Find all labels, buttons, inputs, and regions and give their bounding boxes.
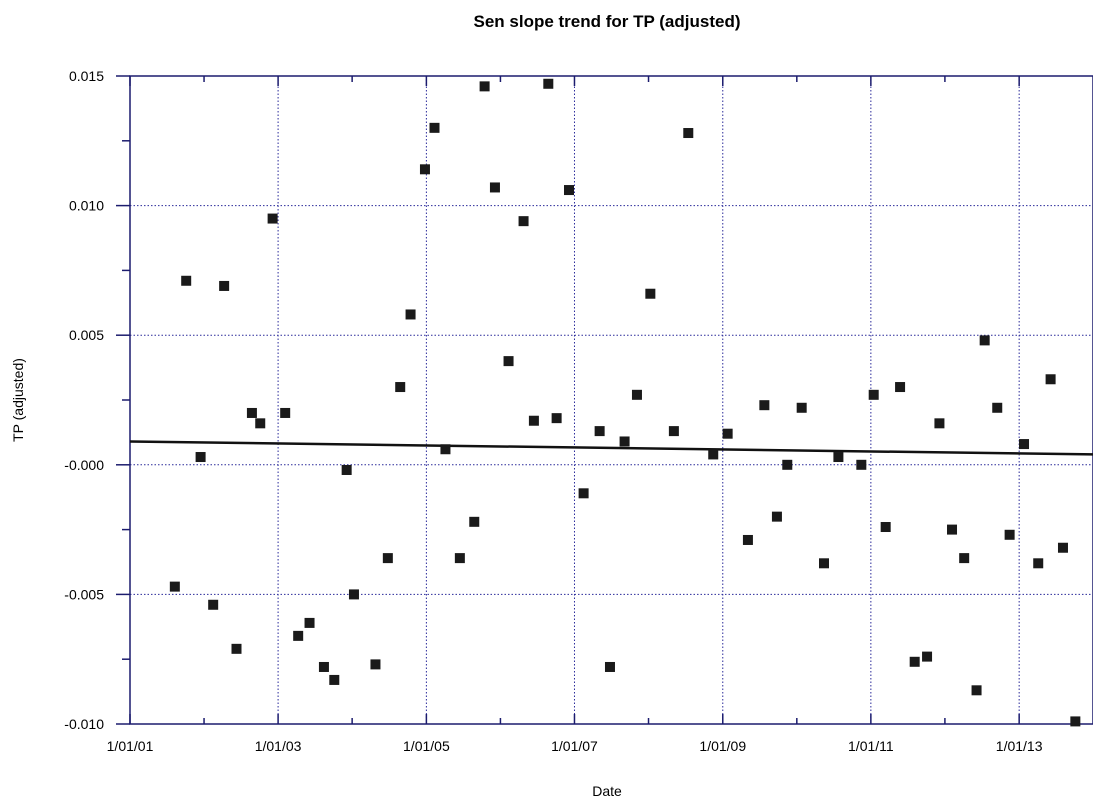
x-tick-label: 1/01/03 bbox=[255, 738, 302, 754]
data-point bbox=[246, 407, 257, 418]
data-point bbox=[469, 516, 480, 527]
data-point bbox=[782, 459, 793, 470]
data-point bbox=[395, 382, 406, 393]
data-point bbox=[1070, 716, 1081, 727]
data-point bbox=[405, 309, 416, 320]
data-point bbox=[722, 428, 733, 439]
x-tick-label: 1/01/13 bbox=[996, 738, 1043, 754]
data-point bbox=[645, 288, 656, 299]
data-point bbox=[604, 661, 615, 672]
data-point bbox=[708, 449, 719, 460]
data-point bbox=[1057, 542, 1068, 553]
data-point bbox=[880, 522, 891, 533]
data-point bbox=[819, 558, 830, 569]
data-point bbox=[742, 534, 753, 545]
data-point bbox=[979, 335, 990, 346]
data-point bbox=[528, 415, 539, 426]
y-axis-label: TP (adjusted) bbox=[10, 358, 26, 442]
data-point bbox=[370, 659, 381, 670]
data-point bbox=[959, 553, 970, 564]
y-tick-label: 0.010 bbox=[69, 198, 104, 214]
data-point bbox=[1033, 558, 1044, 569]
x-tick-label: 1/01/09 bbox=[699, 738, 746, 754]
data-point bbox=[1019, 439, 1030, 450]
data-point bbox=[429, 122, 440, 133]
data-point bbox=[280, 407, 291, 418]
data-point bbox=[771, 511, 782, 522]
data-point bbox=[518, 216, 529, 227]
gridlines bbox=[130, 76, 1093, 724]
data-point bbox=[329, 674, 340, 685]
data-point bbox=[169, 581, 180, 592]
data-point bbox=[255, 418, 266, 429]
x-axis-label: Date bbox=[592, 783, 622, 799]
data-point bbox=[348, 589, 359, 600]
data-point bbox=[563, 185, 574, 196]
data-point bbox=[578, 488, 589, 499]
data-point bbox=[551, 413, 562, 424]
data-point bbox=[1045, 374, 1056, 385]
y-tick-label: 0.005 bbox=[69, 327, 104, 343]
data-point bbox=[868, 389, 879, 400]
y-tick-label: 0.015 bbox=[69, 68, 104, 84]
y-tick-label: -0.000 bbox=[64, 457, 104, 473]
data-point bbox=[909, 656, 920, 667]
data-point bbox=[668, 426, 679, 437]
data-point bbox=[267, 213, 278, 224]
data-point bbox=[293, 630, 304, 641]
data-point bbox=[503, 356, 514, 367]
tick-marks bbox=[116, 75, 1020, 725]
data-point bbox=[479, 81, 490, 92]
data-point bbox=[1004, 529, 1015, 540]
data-point bbox=[440, 444, 451, 455]
data-point bbox=[543, 78, 554, 89]
data-point bbox=[181, 275, 192, 286]
data-point bbox=[341, 464, 352, 475]
data-point bbox=[219, 280, 230, 291]
data-point bbox=[489, 182, 500, 193]
sen-slope-trend-line bbox=[129, 440, 1093, 456]
data-point bbox=[934, 418, 945, 429]
data-point bbox=[419, 164, 430, 175]
data-point bbox=[631, 389, 642, 400]
data-point bbox=[454, 553, 465, 564]
data-point bbox=[382, 553, 393, 564]
data-point bbox=[208, 599, 219, 610]
data-point bbox=[619, 436, 630, 447]
data-point bbox=[895, 382, 906, 393]
chart-title: Sen slope trend for TP (adjusted) bbox=[474, 12, 741, 31]
x-tick-label: 1/01/11 bbox=[848, 738, 894, 754]
data-point bbox=[231, 643, 242, 654]
data-point bbox=[796, 402, 807, 413]
data-point bbox=[922, 651, 933, 662]
data-point bbox=[318, 661, 329, 672]
data-point bbox=[594, 426, 605, 437]
tick-labels: 1/01/01 1/01/03 1/01/05 1/01/07 1/01/09 1/01/… bbox=[64, 68, 1042, 754]
x-tick-label: 1/01/05 bbox=[403, 738, 450, 754]
data-point bbox=[971, 685, 982, 696]
x-tick-label: 1/01/01 bbox=[107, 738, 154, 754]
data-point bbox=[683, 128, 694, 139]
x-tick-label: 1/01/07 bbox=[551, 738, 598, 754]
data-point bbox=[992, 402, 1003, 413]
y-tick-label: -0.010 bbox=[64, 716, 104, 732]
data-points bbox=[169, 78, 1081, 727]
y-tick-label: -0.005 bbox=[64, 586, 104, 602]
data-point bbox=[195, 452, 206, 463]
data-point bbox=[856, 459, 867, 470]
data-point bbox=[759, 400, 770, 411]
data-point bbox=[833, 452, 844, 463]
trend-line-group bbox=[129, 440, 1093, 456]
data-point bbox=[304, 617, 315, 628]
data-point bbox=[947, 524, 958, 535]
